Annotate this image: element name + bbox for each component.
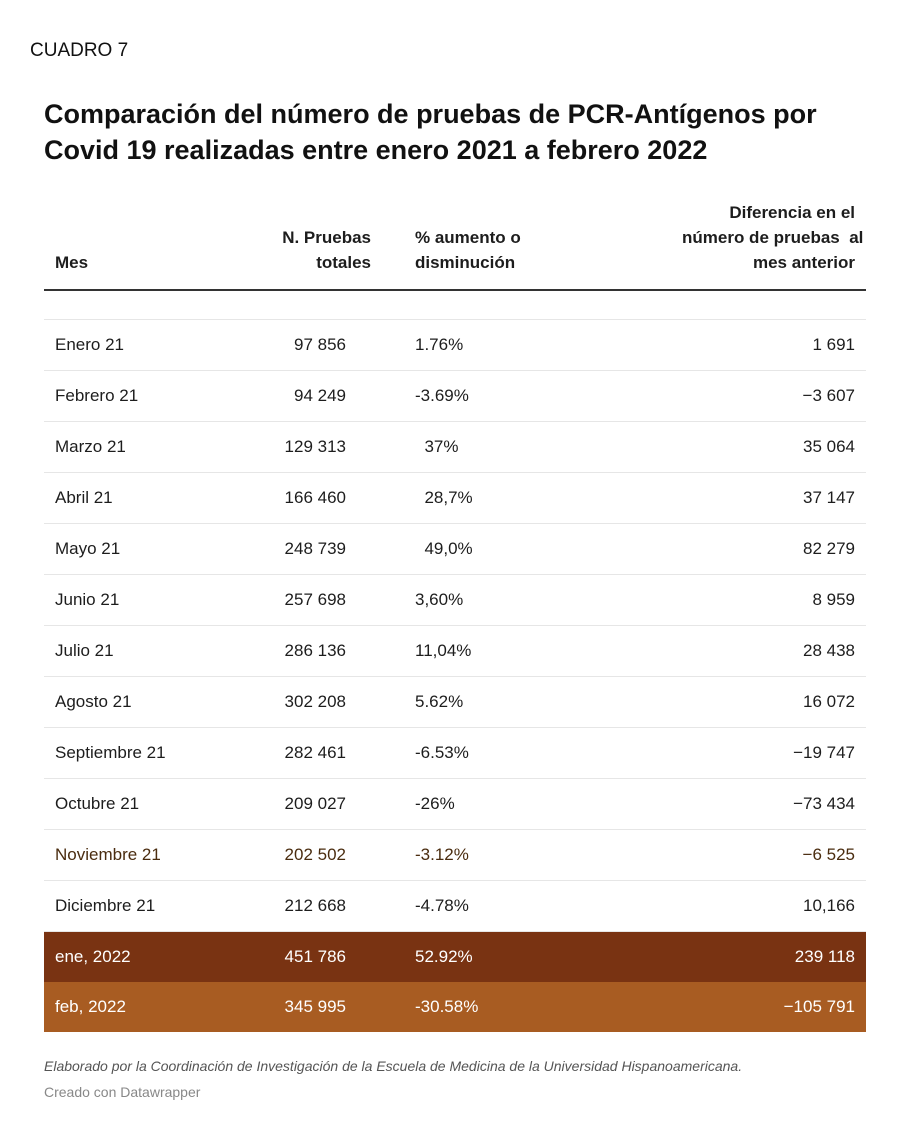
header-pct[interactable]: % aumento o disminución [371, 200, 671, 291]
cell-mes: Noviembre 21 [44, 829, 244, 881]
cell-mes: Mayo 21 [44, 523, 244, 575]
cell-mes: Julio 21 [44, 625, 244, 677]
data-table-container: Mes N. Pruebas totales % aumento o dismi… [44, 200, 866, 1032]
table-row: Septiembre 21 282 461 -6.53% −19 747 [44, 727, 866, 779]
table-row-highlighted-text: Noviembre 21 202 502 -3.12% −6 525 [44, 829, 866, 881]
spacer-cell [44, 290, 244, 320]
spacer-cell [371, 290, 671, 320]
data-table: Mes N. Pruebas totales % aumento o dismi… [44, 200, 866, 1032]
header-diff-line3: mes anterior [752, 253, 855, 272]
cell-pct: 5.62% [371, 676, 671, 728]
header-mes[interactable]: Mes [44, 200, 244, 291]
header-mes-label: Mes [55, 253, 89, 272]
table-row: Diciembre 21 212 668 -4.78% 10,166 [44, 880, 866, 932]
table-row: Febrero 21 94 249 -3.69% −3 607 [44, 370, 866, 422]
cell-diff: −19 747 [671, 727, 866, 779]
table-row: Marzo 21 129 313 37% 35 064 [44, 421, 866, 473]
table-row: Junio 21 257 698 3,60% 8 959 [44, 574, 866, 626]
cell-pct: 1.76% [371, 319, 671, 371]
cell-diff: −73 434 [671, 778, 866, 830]
cell-diff: 82 279 [671, 523, 866, 575]
table-row: Octubre 21 209 027 -26% −73 434 [44, 778, 866, 830]
table-row: Enero 21 97 856 1.76% 1 691 [44, 319, 866, 371]
cell-mes: ene, 2022 [44, 931, 244, 982]
cell-pct: 52.92% [371, 931, 671, 982]
table-row: Julio 21 286 136 11,04% 28 438 [44, 625, 866, 677]
source-notes: Elaborado por la Coordinación de Investi… [44, 1058, 743, 1074]
table-kicker: CUADRO 7 [30, 40, 129, 61]
cell-mes: Marzo 21 [44, 421, 244, 473]
table-row: Agosto 21 302 208 5.62% 16 072 [44, 676, 866, 728]
cell-pruebas: 248 739 [244, 523, 371, 575]
cell-diff: 35 064 [671, 421, 866, 473]
cell-pct: -6.53% [371, 727, 671, 779]
table-row: Abril 21 166 460 28,7% 37 147 [44, 472, 866, 524]
cell-diff: 37 147 [671, 472, 866, 524]
table-body: Enero 21 97 856 1.76% 1 691 Febrero 21 9… [44, 319, 866, 1032]
cell-diff: −3 607 [671, 370, 866, 422]
header-diff-line1: Diferencia en el [729, 203, 855, 222]
header-pct-line1: % aumento o [415, 228, 521, 247]
cell-mes: Febrero 21 [44, 370, 244, 422]
header-diff-line2: número de pruebas al [682, 228, 864, 247]
cell-pruebas: 286 136 [244, 625, 371, 677]
cell-diff: 10,166 [671, 880, 866, 932]
cell-pct: 49,0% [371, 523, 671, 575]
cell-mes: Abril 21 [44, 472, 244, 524]
cell-mes: Octubre 21 [44, 778, 244, 830]
spacer-cell [671, 290, 866, 320]
spacer-row [44, 290, 866, 320]
cell-pruebas: 282 461 [244, 727, 371, 779]
header-pruebas[interactable]: N. Pruebas totales [244, 200, 371, 291]
cell-pct: 3,60% [371, 574, 671, 626]
cell-mes: Diciembre 21 [44, 880, 244, 932]
cell-pruebas: 166 460 [244, 472, 371, 524]
cell-pruebas: 97 856 [244, 319, 371, 371]
table-spacer [44, 290, 866, 320]
header-pct-line2: disminución [415, 253, 516, 272]
cell-pct: -3.12% [371, 829, 671, 881]
cell-pruebas: 129 313 [244, 421, 371, 473]
cell-pct: -26% [371, 778, 671, 830]
cell-diff: −6 525 [671, 829, 866, 881]
table-row-highlighted-dark: ene, 2022 451 786 52.92% 239 118 [44, 931, 866, 982]
datawrapper-credit[interactable]: Creado con Datawrapper [44, 1084, 201, 1100]
cell-pct: 37% [371, 421, 671, 473]
header-diff[interactable]: Diferencia en el número de pruebas al me… [671, 200, 866, 291]
spacer-cell [244, 290, 371, 320]
cell-diff: −105 791 [671, 982, 866, 1032]
cell-pruebas: 209 027 [244, 778, 371, 830]
cell-mes: Enero 21 [44, 319, 244, 371]
cell-mes: Agosto 21 [44, 676, 244, 728]
header-pruebas-line1: N. Pruebas [282, 228, 371, 247]
cell-mes: Junio 21 [44, 574, 244, 626]
cell-diff: 239 118 [671, 931, 866, 982]
cell-diff: 28 438 [671, 625, 866, 677]
cell-diff: 1 691 [671, 319, 866, 371]
cell-pruebas: 451 786 [244, 931, 371, 982]
cell-pruebas: 302 208 [244, 676, 371, 728]
header-pruebas-line2: totales [316, 253, 371, 272]
cell-pruebas: 257 698 [244, 574, 371, 626]
table-header: Mes N. Pruebas totales % aumento o dismi… [44, 200, 866, 291]
table-title: Comparación del número de pruebas de PCR… [44, 99, 817, 165]
cell-mes: Septiembre 21 [44, 727, 244, 779]
cell-pct: -3.69% [371, 370, 671, 422]
cell-mes: feb, 2022 [44, 982, 244, 1032]
cell-pruebas: 202 502 [244, 829, 371, 881]
cell-pct: 28,7% [371, 472, 671, 524]
cell-pruebas: 94 249 [244, 370, 371, 422]
header-row: Mes N. Pruebas totales % aumento o dismi… [44, 200, 866, 291]
cell-pct: 11,04% [371, 625, 671, 677]
cell-diff: 8 959 [671, 574, 866, 626]
cell-pct: -30.58% [371, 982, 671, 1032]
cell-pct: -4.78% [371, 880, 671, 932]
cell-pruebas: 212 668 [244, 880, 371, 932]
cell-diff: 16 072 [671, 676, 866, 728]
table-row-highlighted-light: feb, 2022 345 995 -30.58% −105 791 [44, 982, 866, 1032]
cell-pruebas: 345 995 [244, 982, 371, 1032]
table-row: Mayo 21 248 739 49,0% 82 279 [44, 523, 866, 575]
